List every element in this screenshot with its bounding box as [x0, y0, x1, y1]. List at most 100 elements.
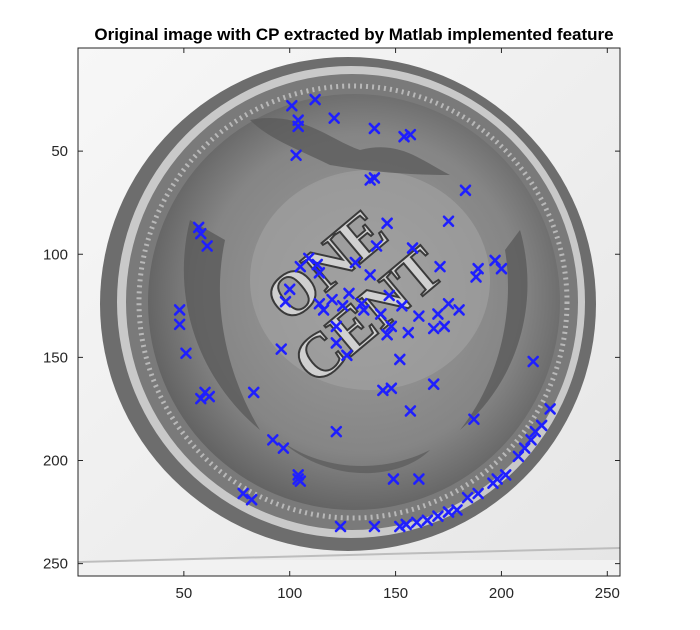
control-point	[286, 99, 298, 112]
control-point	[336, 300, 349, 312]
control-point	[245, 493, 258, 506]
control-point	[279, 295, 292, 308]
y-tick-label: 250	[43, 556, 68, 573]
control-point	[355, 297, 368, 310]
x-tick-label: 100	[277, 585, 302, 602]
control-point	[381, 217, 393, 230]
control-point	[343, 287, 355, 300]
x-tick-label: 150	[383, 585, 408, 602]
control-point	[432, 510, 444, 522]
control-point	[290, 149, 302, 162]
control-points	[173, 93, 556, 533]
x-tick-label: 200	[489, 585, 514, 602]
control-point	[266, 434, 279, 446]
control-point	[313, 297, 326, 310]
chart-title: Original image with CP extracted by Matl…	[94, 25, 613, 44]
control-point	[368, 122, 381, 135]
control-point	[406, 242, 419, 254]
control-point	[201, 240, 213, 252]
control-point	[470, 271, 482, 283]
control-point	[275, 343, 288, 355]
control-point	[544, 403, 556, 415]
control-point	[434, 260, 446, 273]
control-point	[451, 504, 463, 516]
control-point	[385, 320, 398, 333]
control-point	[499, 469, 512, 481]
control-point	[349, 256, 362, 269]
control-point	[317, 304, 330, 316]
control-point	[341, 349, 353, 362]
control-point	[400, 518, 412, 531]
control-point	[495, 262, 508, 275]
control-point	[410, 516, 423, 529]
control-point	[512, 450, 525, 463]
control-point	[247, 386, 260, 399]
control-point	[294, 260, 307, 273]
control-point	[368, 172, 381, 184]
control-point	[413, 310, 425, 322]
plot-frame	[77, 47, 621, 577]
control-point	[173, 318, 186, 331]
control-point	[370, 240, 383, 252]
control-point	[404, 405, 417, 417]
control-point	[383, 289, 396, 302]
control-point	[330, 425, 343, 438]
control-point	[180, 347, 192, 360]
control-point	[518, 442, 531, 454]
control-point	[294, 475, 307, 487]
x-tick-label: 250	[595, 585, 620, 602]
control-point	[442, 215, 455, 228]
control-point	[328, 112, 340, 124]
control-point	[309, 93, 321, 106]
control-point	[525, 434, 537, 446]
control-point	[330, 337, 343, 349]
y-tick-label: 200	[43, 453, 68, 470]
control-point	[394, 353, 406, 366]
control-point	[535, 419, 548, 432]
control-point	[404, 128, 417, 141]
control-point	[459, 184, 472, 197]
control-point	[442, 297, 455, 310]
control-point	[432, 308, 444, 320]
y-tick-label: 100	[43, 246, 68, 263]
control-point	[334, 520, 347, 533]
y-tick-label: 150	[43, 349, 68, 366]
control-point	[461, 491, 474, 504]
control-point	[402, 326, 415, 339]
control-point	[173, 304, 186, 316]
control-point	[358, 304, 370, 316]
control-point	[396, 300, 408, 312]
control-point	[427, 378, 440, 390]
control-point	[453, 304, 465, 316]
control-point	[527, 355, 539, 368]
control-point	[381, 328, 393, 341]
control-point	[283, 283, 296, 296]
control-point	[489, 254, 501, 267]
control-point	[277, 442, 290, 454]
coin-image: ONE CENT	[78, 48, 620, 576]
control-point	[421, 514, 434, 527]
control-point	[377, 384, 389, 397]
control-point	[427, 322, 440, 335]
control-point	[330, 320, 343, 333]
control-point	[438, 320, 451, 333]
control-point	[203, 390, 216, 403]
control-point	[292, 469, 304, 481]
control-point	[237, 487, 249, 500]
control-point	[192, 221, 205, 234]
control-point	[468, 413, 480, 426]
control-point	[292, 120, 304, 133]
control-point	[387, 473, 400, 485]
control-point	[326, 293, 338, 306]
control-point	[472, 487, 484, 500]
axis-ticks: 50 100 150 200 250 50 100 150 200 250	[43, 48, 620, 602]
control-point	[313, 267, 326, 279]
control-point	[374, 308, 387, 320]
x-tick-label: 50	[176, 585, 193, 602]
control-point	[368, 520, 381, 533]
control-point	[364, 269, 376, 281]
control-point	[491, 473, 504, 485]
control-point	[194, 227, 207, 240]
control-point	[413, 473, 425, 485]
